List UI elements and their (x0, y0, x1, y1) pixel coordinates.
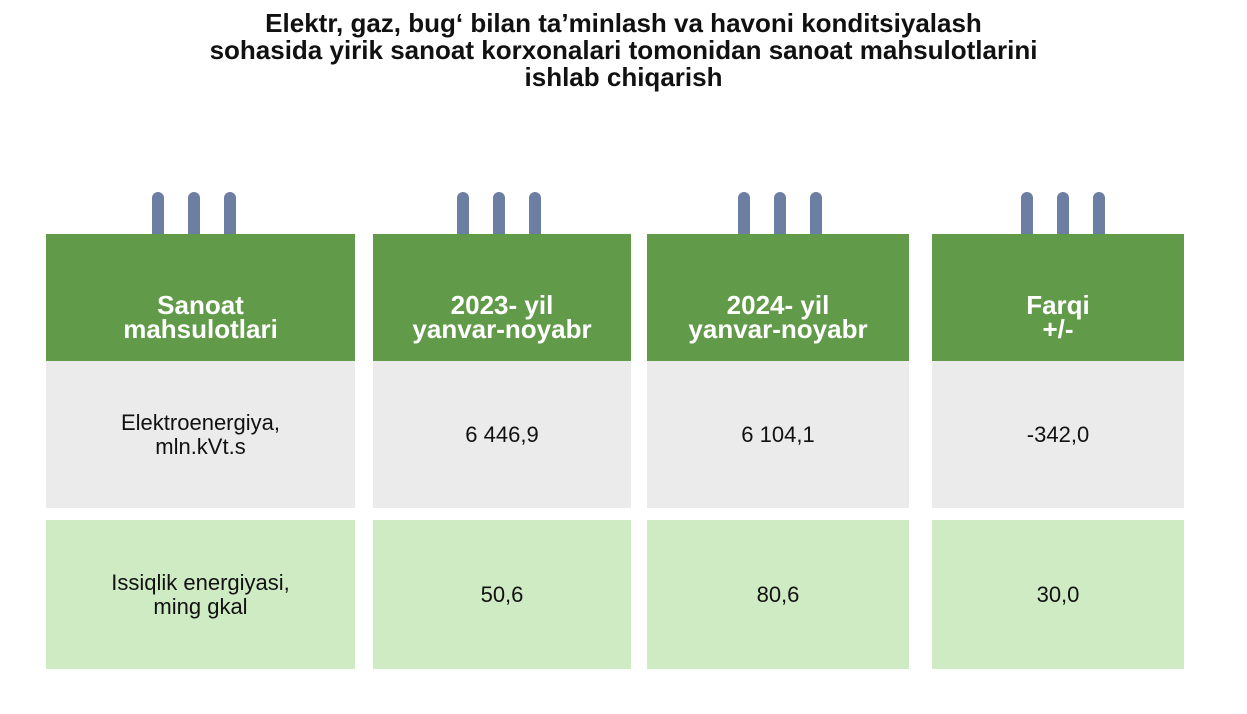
title-line-1: Elektr, gaz, bug‘ bilan ta’minlash va ha… (265, 8, 982, 38)
column-header: Farqi +/- (932, 234, 1184, 361)
column-header: 2024- yil yanvar-noyabr (647, 234, 909, 361)
title-line-2: sohasida yirik sanoat korxonalari tomoni… (209, 35, 1038, 65)
table-cell-value: 6 104,1 (647, 361, 909, 508)
table-cell-product: Elektroenergiya, mln.kVt.s (46, 361, 355, 508)
page-title: Elektr, gaz, bug‘ bilan ta’minlash va ha… (60, 10, 1187, 91)
table-cell-value: 30,0 (932, 520, 1184, 669)
column-header: Sanoat mahsulotlari (46, 234, 355, 361)
table-cell-value: -342,0 (932, 361, 1184, 508)
table-cell-value: 50,6 (373, 520, 631, 669)
table-cell-value: 80,6 (647, 520, 909, 669)
table-cell-product: Issiqlik energiyasi, ming gkal (46, 520, 355, 669)
table-cell-value: 6 446,9 (373, 361, 631, 508)
title-line-3: ishlab chiqarish (524, 62, 723, 92)
column-header: 2023- yil yanvar-noyabr (373, 234, 631, 361)
